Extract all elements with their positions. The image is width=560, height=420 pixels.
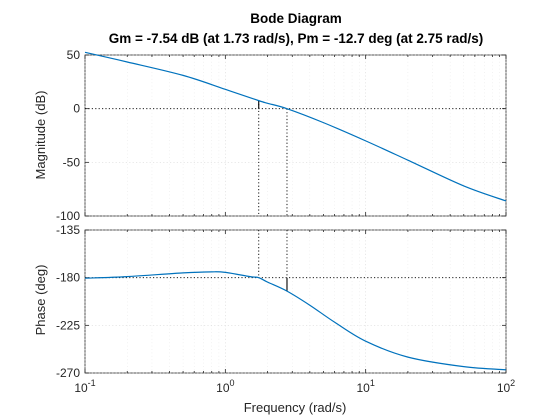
magnitude-axis-label: Magnitude (dB) (33, 91, 48, 180)
magnitude-y-tick-label: 0 (73, 102, 80, 116)
phase-y-tick-label: -270 (56, 366, 80, 380)
magnitude-panel: 50 0 -50 -100 (56, 48, 507, 223)
phase-series-line (84, 271, 507, 371)
x-tick-label: 10-1 (74, 378, 95, 395)
chart-title: Bode Diagram (250, 11, 342, 26)
phase-y-tick-label: -135 (56, 223, 80, 237)
x-tick-label: 100 (216, 378, 234, 395)
x-tick-label: 101 (356, 378, 374, 395)
magnitude-y-tick-label: -100 (56, 209, 80, 223)
phase-axis-label: Phase (deg) (33, 265, 48, 336)
magnitude-series-line (84, 51, 507, 202)
magnitude-plot-area (84, 54, 507, 217)
phase-panel: -135 -180 -225 -270 (56, 223, 507, 380)
x-axis-label: Frequency (rad/s) (244, 400, 347, 415)
magnitude-y-tick-label: -50 (63, 155, 81, 169)
phase-plot-area (84, 229, 507, 374)
phase-y-tick-label: -225 (56, 318, 80, 332)
chart-subtitle: Gm = -7.54 dB (at 1.73 rad/s), Pm = -12.… (109, 31, 483, 46)
x-tick-label: 102 (497, 378, 515, 395)
magnitude-y-tick-label: 50 (67, 48, 81, 62)
phase-y-tick-label: -180 (56, 271, 80, 285)
